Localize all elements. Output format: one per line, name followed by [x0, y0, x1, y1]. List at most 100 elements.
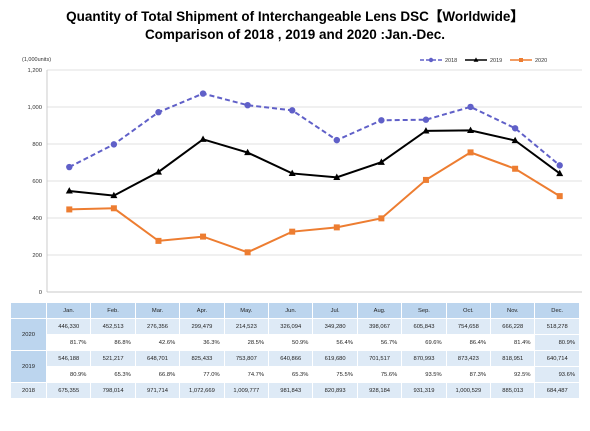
point-2019 — [199, 135, 207, 142]
point-2019 — [110, 191, 118, 199]
percent-cell: 80.9% — [534, 334, 580, 351]
quantity-cell: 446,330 — [45, 318, 92, 335]
point-2018 — [467, 103, 474, 111]
y-tick-label: 1,000 — [27, 105, 42, 111]
quantity-cell: 326,094 — [268, 318, 314, 335]
quantity-cell: 798,014 — [90, 382, 136, 399]
quantity-cell: 825,433 — [179, 350, 225, 367]
percent-cell: 42.6% — [134, 334, 181, 351]
point-2018 — [110, 141, 118, 148]
quantity-cell: 521,217 — [90, 350, 136, 367]
point-2019 — [333, 173, 341, 180]
month-header: Oct. — [445, 302, 492, 319]
chart-title-line-1: Quantity of Total Shipment of Interchang… — [66, 9, 524, 24]
point-2019 — [556, 169, 564, 177]
table-corner-cell — [10, 302, 47, 319]
table-row: 2020 446,330 452,513 276,356 299,479 214,523 3… — [10, 318, 580, 351]
percent-cell: 86.8% — [90, 334, 136, 351]
series-line-2020 — [69, 151, 561, 254]
percent-cell: 69.6% — [401, 334, 447, 351]
percent-cell: 65.3% — [268, 366, 314, 383]
table-row: 2018 675,355 798,014 971,714 1,072,669 1,009,… — [10, 382, 580, 399]
quantity-cell: 605,843 — [401, 318, 447, 335]
quantity-cell: 928,184 — [356, 382, 403, 399]
quantity-cell: 885,013 — [490, 382, 536, 399]
point-2020 — [422, 176, 429, 183]
y-tick-label: 800 — [32, 142, 42, 148]
table-header-row: Jan. Feb. Mar. Apr. May. Jun. Jul. Aug. Sep. Oct.… — [10, 302, 580, 319]
point-2019 — [288, 169, 296, 177]
quantity-cell: 684,487 — [534, 382, 580, 399]
point-2018 — [378, 117, 385, 124]
month-header: Jun. — [268, 302, 314, 319]
quantity-cell: 640,714 — [534, 350, 580, 367]
point-2018 — [244, 101, 251, 109]
point-2020 — [378, 215, 385, 222]
legend-label-2018: 2018 — [445, 58, 457, 64]
month-header: May. — [223, 302, 270, 319]
month-header: Sep. — [401, 302, 447, 319]
chart-title-line-2: Comparison of 2018 , 2019 and 2020 :Jan.… — [144, 27, 446, 42]
quantity-cell: 971,714 — [134, 382, 181, 399]
legend-marker-2020 — [519, 58, 523, 62]
legend-marker-2019 — [473, 57, 479, 62]
legend-label-2019: 2019 — [490, 58, 502, 64]
point-2019 — [244, 148, 252, 156]
quantity-cell: 675,355 — [45, 382, 92, 399]
quantity-cell: 666,228 — [490, 318, 536, 335]
percent-cell: 86.4% — [445, 334, 492, 351]
series-line-2018 — [68, 92, 561, 168]
point-2018 — [66, 163, 73, 171]
series-line-2019 — [69, 129, 561, 197]
quantity-cell: 349,280 — [312, 318, 358, 335]
point-2018 — [155, 109, 162, 116]
month-header: Mar. — [134, 302, 181, 319]
legend-label-2020: 2020 — [535, 58, 547, 64]
point-2018 — [199, 90, 207, 97]
percent-cell: 56.7% — [356, 334, 403, 351]
quantity-cell: 701,517 — [356, 350, 403, 367]
table-row-percent: 81.7% 86.8% 42.6% 36.3% 28.5% 50.9% 56.4% 56.7%… — [11, 334, 580, 351]
point-2020 — [467, 149, 474, 156]
table-row: 2019 546,188 521,217 648,701 825,433 753,807 6… — [10, 350, 580, 383]
quantity-cell: 873,423 — [445, 350, 492, 367]
quantity-cell: 753,807 — [223, 350, 270, 367]
point-2020 — [556, 193, 563, 200]
percent-cell: 28.5% — [223, 334, 270, 351]
quantity-cell: 214,523 — [223, 318, 270, 335]
point-2018 — [422, 116, 430, 123]
quantity-cell: 619,680 — [312, 350, 358, 367]
quantity-cell: 931,319 — [401, 382, 447, 399]
percent-cell: 87.3% — [445, 366, 492, 383]
point-2018 — [556, 162, 563, 169]
quantity-cell: 1,000,529 — [445, 382, 492, 399]
point-2019 — [154, 168, 162, 175]
percent-cell: 80.9% — [45, 366, 92, 383]
point-2019 — [422, 127, 430, 134]
quantity-cell: 546,188 — [45, 350, 92, 367]
y-tick-label: 400 — [32, 216, 42, 222]
quantity-cell: 452,513 — [90, 318, 136, 335]
point-2018 — [289, 107, 296, 114]
point-2020 — [66, 206, 73, 213]
point-2019 — [467, 126, 475, 134]
data-table: Jan. Feb. Mar. Apr. May. Jun. Jul. Aug. Sep. Oct.… — [10, 302, 580, 399]
month-header: Aug. — [356, 302, 403, 319]
month-header: Feb. — [90, 302, 136, 319]
percent-cell: 75.5% — [312, 366, 358, 383]
point-2019 — [511, 136, 519, 144]
quantity-cell: 276,356 — [134, 318, 181, 335]
point-2020 — [333, 224, 340, 231]
quantity-cell: 870,993 — [401, 350, 447, 367]
y-tick-label: 200 — [32, 253, 42, 259]
y-axis-unit-label: (1,000units) — [22, 57, 52, 63]
y-tick-label: 600 — [32, 179, 42, 185]
point-2020 — [512, 165, 519, 172]
point-2020 — [200, 233, 207, 240]
percent-cell: 93.6% — [534, 366, 580, 383]
y-tick-label: 1,200 — [27, 68, 42, 74]
month-header: Jan. — [45, 302, 92, 319]
year-label: 2018 — [10, 382, 47, 399]
percent-cell: 56.4% — [312, 334, 358, 351]
percent-cell: 81.4% — [490, 334, 536, 351]
